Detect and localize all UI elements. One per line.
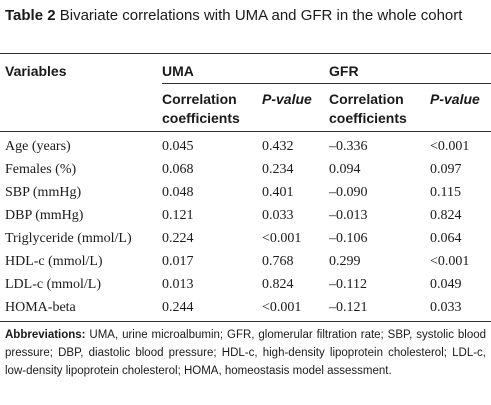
top-rule — [0, 53, 491, 54]
row-variable: HOMA-beta — [5, 300, 76, 315]
row-gfr-pvalue: 0.824 — [430, 208, 462, 223]
row-uma-correlation: 0.013 — [162, 277, 194, 292]
row-uma-correlation: 0.045 — [162, 139, 194, 154]
row-uma-pvalue: 0.033 — [262, 208, 294, 223]
row-gfr-correlation: –0.013 — [329, 208, 368, 223]
header-uma: UMA — [162, 63, 194, 79]
row-gfr-correlation: –0.121 — [329, 300, 368, 315]
row-gfr-pvalue: <0.001 — [430, 139, 470, 154]
table-caption-text: Bivariate correlations with UMA and GFR … — [59, 7, 463, 24]
footnote-text: UMA, urine microalbumin; GFR, glomerular… — [5, 329, 487, 377]
row-variable: Age (years) — [5, 139, 71, 154]
row-variable: HDL-c (mmol/L) — [5, 254, 103, 269]
row-uma-correlation: 0.048 — [162, 185, 194, 200]
row-gfr-correlation: –0.090 — [329, 185, 368, 200]
row-gfr-correlation: 0.299 — [329, 254, 361, 269]
table-caption-label: Table 2 — [5, 7, 56, 24]
header-gfr-corr-line1: Correlation — [329, 91, 404, 107]
footnote-label: Abbreviations: — [5, 329, 86, 341]
header-uma-corr-line1: Correlation — [162, 91, 237, 107]
row-variable: LDL-c (mmol/L) — [5, 277, 102, 292]
row-gfr-correlation: –0.112 — [329, 277, 367, 292]
row-uma-pvalue: 0.234 — [262, 162, 294, 177]
row-uma-correlation: 0.121 — [162, 208, 194, 223]
row-gfr-correlation: –0.336 — [329, 139, 368, 154]
row-variable: Triglyceride (mmol/L) — [5, 231, 132, 246]
group-rule — [162, 83, 491, 84]
row-uma-correlation: 0.017 — [162, 254, 194, 269]
row-gfr-pvalue: 0.064 — [430, 231, 462, 246]
header-variables: Variables — [5, 63, 67, 79]
row-gfr-pvalue: 0.115 — [430, 185, 461, 200]
row-gfr-pvalue: 0.033 — [430, 300, 462, 315]
row-uma-pvalue: 0.401 — [262, 185, 294, 200]
row-gfr-pvalue: <0.001 — [430, 254, 470, 269]
row-uma-pvalue: 0.768 — [262, 254, 294, 269]
table-caption: Table 2 Bivariate correlations with UMA … — [5, 5, 485, 26]
header-gfr-corr-line2: coefficients — [329, 110, 407, 126]
header-gfr: GFR — [329, 63, 359, 79]
table-footnote: Abbreviations: UMA, urine microalbumin; … — [5, 326, 486, 380]
header-gfr-pvalue: P-value — [430, 91, 480, 107]
row-gfr-correlation: –0.106 — [329, 231, 368, 246]
row-uma-correlation: 0.224 — [162, 231, 194, 246]
row-uma-correlation: 0.068 — [162, 162, 194, 177]
row-uma-pvalue: <0.001 — [262, 300, 302, 315]
row-gfr-pvalue: 0.097 — [430, 162, 462, 177]
row-gfr-pvalue: 0.049 — [430, 277, 462, 292]
row-uma-pvalue: 0.824 — [262, 277, 294, 292]
header-rule — [0, 131, 491, 132]
row-uma-pvalue: 0.432 — [262, 139, 294, 154]
row-uma-correlation: 0.244 — [162, 300, 194, 315]
row-variable: Females (%) — [5, 162, 77, 177]
row-variable: DBP (mmHg) — [5, 208, 84, 223]
header-uma-corr-line2: coefficients — [162, 110, 240, 126]
row-uma-pvalue: <0.001 — [262, 231, 302, 246]
row-variable: SBP (mmHg) — [5, 185, 82, 200]
header-uma-pvalue: P-value — [262, 91, 312, 107]
bottom-rule — [0, 321, 491, 322]
row-gfr-correlation: 0.094 — [329, 162, 361, 177]
